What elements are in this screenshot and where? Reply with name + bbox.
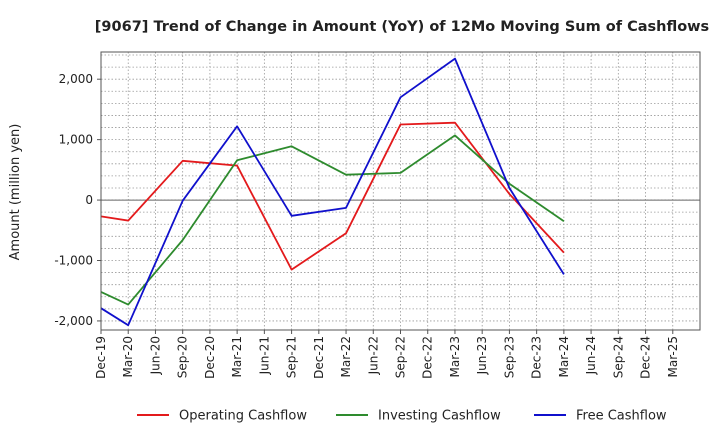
legend-label: Free Cashflow	[576, 409, 667, 424]
legend-label: Investing Cashflow	[378, 409, 501, 424]
x-tick-label: Dec-24	[639, 336, 653, 379]
free-cashflow-line	[100, 57, 565, 327]
x-tick-label: Mar-21	[230, 336, 244, 377]
y-tick-label: -1,000	[54, 254, 93, 268]
x-tick-label: Mar-20	[121, 336, 135, 377]
x-tick-label: Dec-23	[530, 336, 544, 379]
x-tick-label: Dec-21	[312, 336, 326, 379]
x-tick-label: Mar-22	[339, 336, 353, 377]
legend-item-free-cashflow: Free Cashflow	[534, 409, 667, 424]
x-tick-label: Dec-22	[421, 336, 435, 379]
x-tick-label: Dec-19	[94, 336, 108, 379]
x-tick-label: Mar-23	[448, 336, 462, 377]
y-tick-label: 1,000	[59, 133, 93, 147]
x-tick-label: Jun-21	[257, 336, 271, 375]
x-tick-labels: Dec-19 Mar-20 Jun-20 Sep-20 Dec-20 Mar-21 Jun-…	[94, 330, 680, 379]
x-tick-label: Jun-20	[148, 336, 162, 375]
x-tick-label: Jun-22	[366, 336, 380, 375]
x-tick-label: Sep-23	[502, 336, 516, 378]
y-tick-label: 0	[85, 193, 93, 207]
x-tick-label: Dec-20	[203, 336, 217, 379]
operating-cashflow-line	[100, 121, 565, 271]
investing-cashflow-line	[100, 134, 565, 306]
x-tick-label: Sep-22	[394, 336, 408, 378]
chart-title: [9067] Trend of Change in Amount (YoY) o…	[95, 19, 709, 35]
y-tick-label: 2,000	[59, 72, 93, 86]
legend-item-operating-cashflow: Operating Cashflow	[137, 409, 307, 424]
y-axis-label: Amount (million yen)	[8, 124, 23, 261]
legend: Operating Cashflow Investing Cashflow Free…	[137, 409, 667, 424]
y-tick-label: -2,000	[54, 314, 93, 328]
x-tick-label: Sep-24	[611, 336, 625, 378]
legend-label: Operating Cashflow	[179, 409, 307, 424]
grid	[100, 52, 701, 330]
x-tick-label: Mar-25	[666, 336, 680, 377]
x-tick-label: Sep-21	[285, 336, 299, 378]
series-lines	[100, 57, 565, 327]
y-tick-labels: 2,000 1,000 0 -1,000 -2,000	[54, 72, 101, 328]
x-tick-label: Jun-23	[475, 336, 489, 375]
x-tick-label: Mar-24	[557, 336, 571, 377]
legend-item-investing-cashflow: Investing Cashflow	[336, 409, 501, 424]
x-tick-label: Jun-24	[584, 336, 598, 375]
x-tick-label: Sep-20	[176, 336, 190, 378]
